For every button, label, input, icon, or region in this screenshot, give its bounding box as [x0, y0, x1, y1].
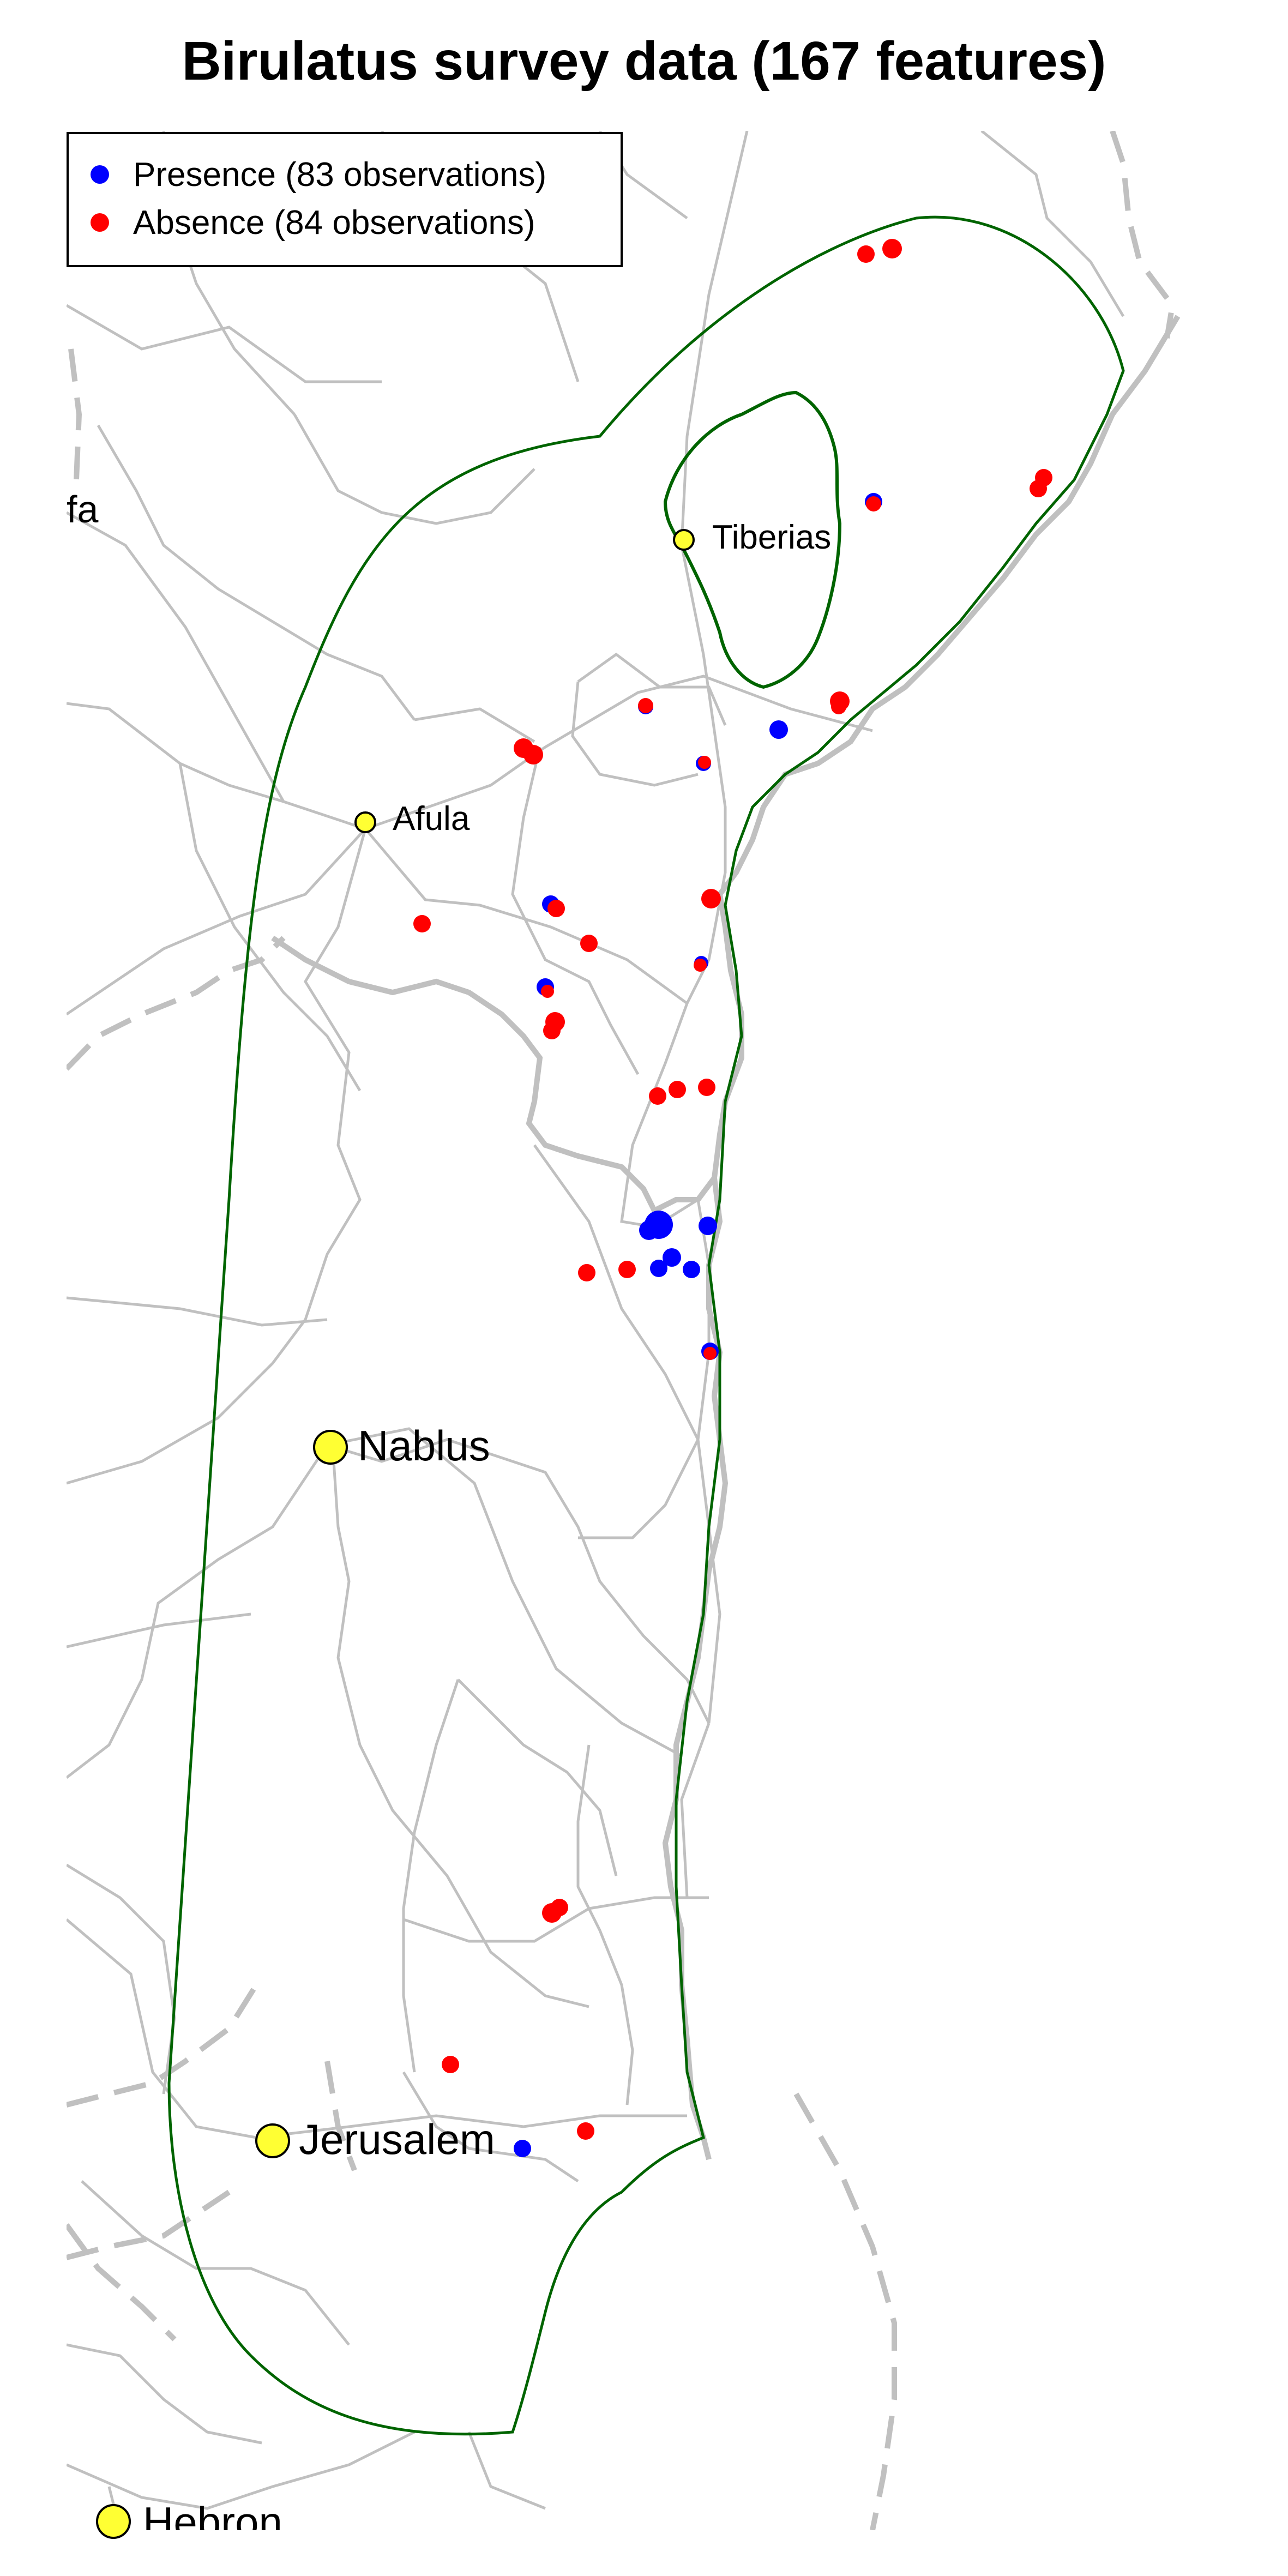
- absence-point: [551, 1899, 568, 1916]
- city-label-hebron: Hebron: [143, 2498, 282, 2530]
- absence-point: [698, 756, 711, 769]
- legend-presence-marker: [91, 165, 109, 184]
- absence-point: [618, 1261, 636, 1278]
- river-line: [662, 315, 1181, 2160]
- absence-point: [578, 1264, 595, 1281]
- absence-point: [857, 245, 875, 263]
- legend-absence-label: Absence (84 observations): [133, 203, 535, 242]
- city-label-haifa-partial: fa: [67, 488, 99, 531]
- absence-point: [698, 1079, 715, 1096]
- presence-point: [650, 1260, 667, 1277]
- presence-point: [514, 2140, 531, 2157]
- road-network: [67, 131, 1125, 2530]
- city-label-jerusalem: Jerusalem: [299, 2115, 495, 2163]
- lake-outline: [663, 390, 842, 689]
- border-lines: [67, 131, 1176, 2530]
- absence-point: [669, 1081, 686, 1098]
- presence-point: [769, 720, 788, 739]
- absence-point: [649, 1087, 666, 1105]
- presence-point: [639, 1220, 659, 1240]
- city-label-nablus: Nablus: [358, 1422, 490, 1470]
- absence-point: [541, 985, 554, 998]
- absence-point: [701, 889, 721, 908]
- absence-point: [703, 1347, 717, 1360]
- map-legend: Presence (83 observations) Absence (84 o…: [67, 132, 623, 267]
- legend-absence-marker: [91, 213, 109, 232]
- city-label-tiberias: Tiberias: [712, 519, 832, 556]
- absence-point: [866, 496, 881, 511]
- absence-point: [1030, 480, 1047, 497]
- absence-point: [638, 698, 653, 713]
- city-marker-tiberias: [673, 529, 695, 551]
- absence-point: [523, 745, 543, 765]
- map-title: Birulatus survey data (167 features): [182, 31, 1106, 92]
- absence-point: [543, 1022, 561, 1039]
- city-marker-afula: [354, 811, 376, 833]
- city-label-afula: Afula: [393, 800, 470, 838]
- absence-point: [580, 935, 598, 952]
- absence-points: [413, 239, 1052, 2140]
- absence-point: [577, 2122, 594, 2140]
- legend-row-absence: Absence (84 observations): [91, 201, 535, 244]
- river-branch: [271, 935, 717, 1214]
- absence-point: [831, 699, 846, 714]
- legend-row-presence: Presence (83 observations): [91, 153, 546, 196]
- legend-presence-label: Presence (83 observations): [133, 155, 547, 194]
- presence-point: [663, 1248, 681, 1267]
- city-marker-nablus: [313, 1430, 348, 1465]
- absence-point: [882, 239, 902, 258]
- absence-point: [694, 959, 707, 972]
- study-area-outline: [167, 215, 1125, 2436]
- absence-point: [442, 2056, 459, 2073]
- absence-point: [413, 915, 431, 932]
- city-markers: [96, 529, 695, 2539]
- city-marker-hebron: [96, 2504, 131, 2539]
- presence-point: [683, 1261, 700, 1278]
- presence-point: [699, 1217, 717, 1235]
- absence-point: [547, 900, 565, 917]
- city-marker-jerusalem: [255, 2123, 290, 2158]
